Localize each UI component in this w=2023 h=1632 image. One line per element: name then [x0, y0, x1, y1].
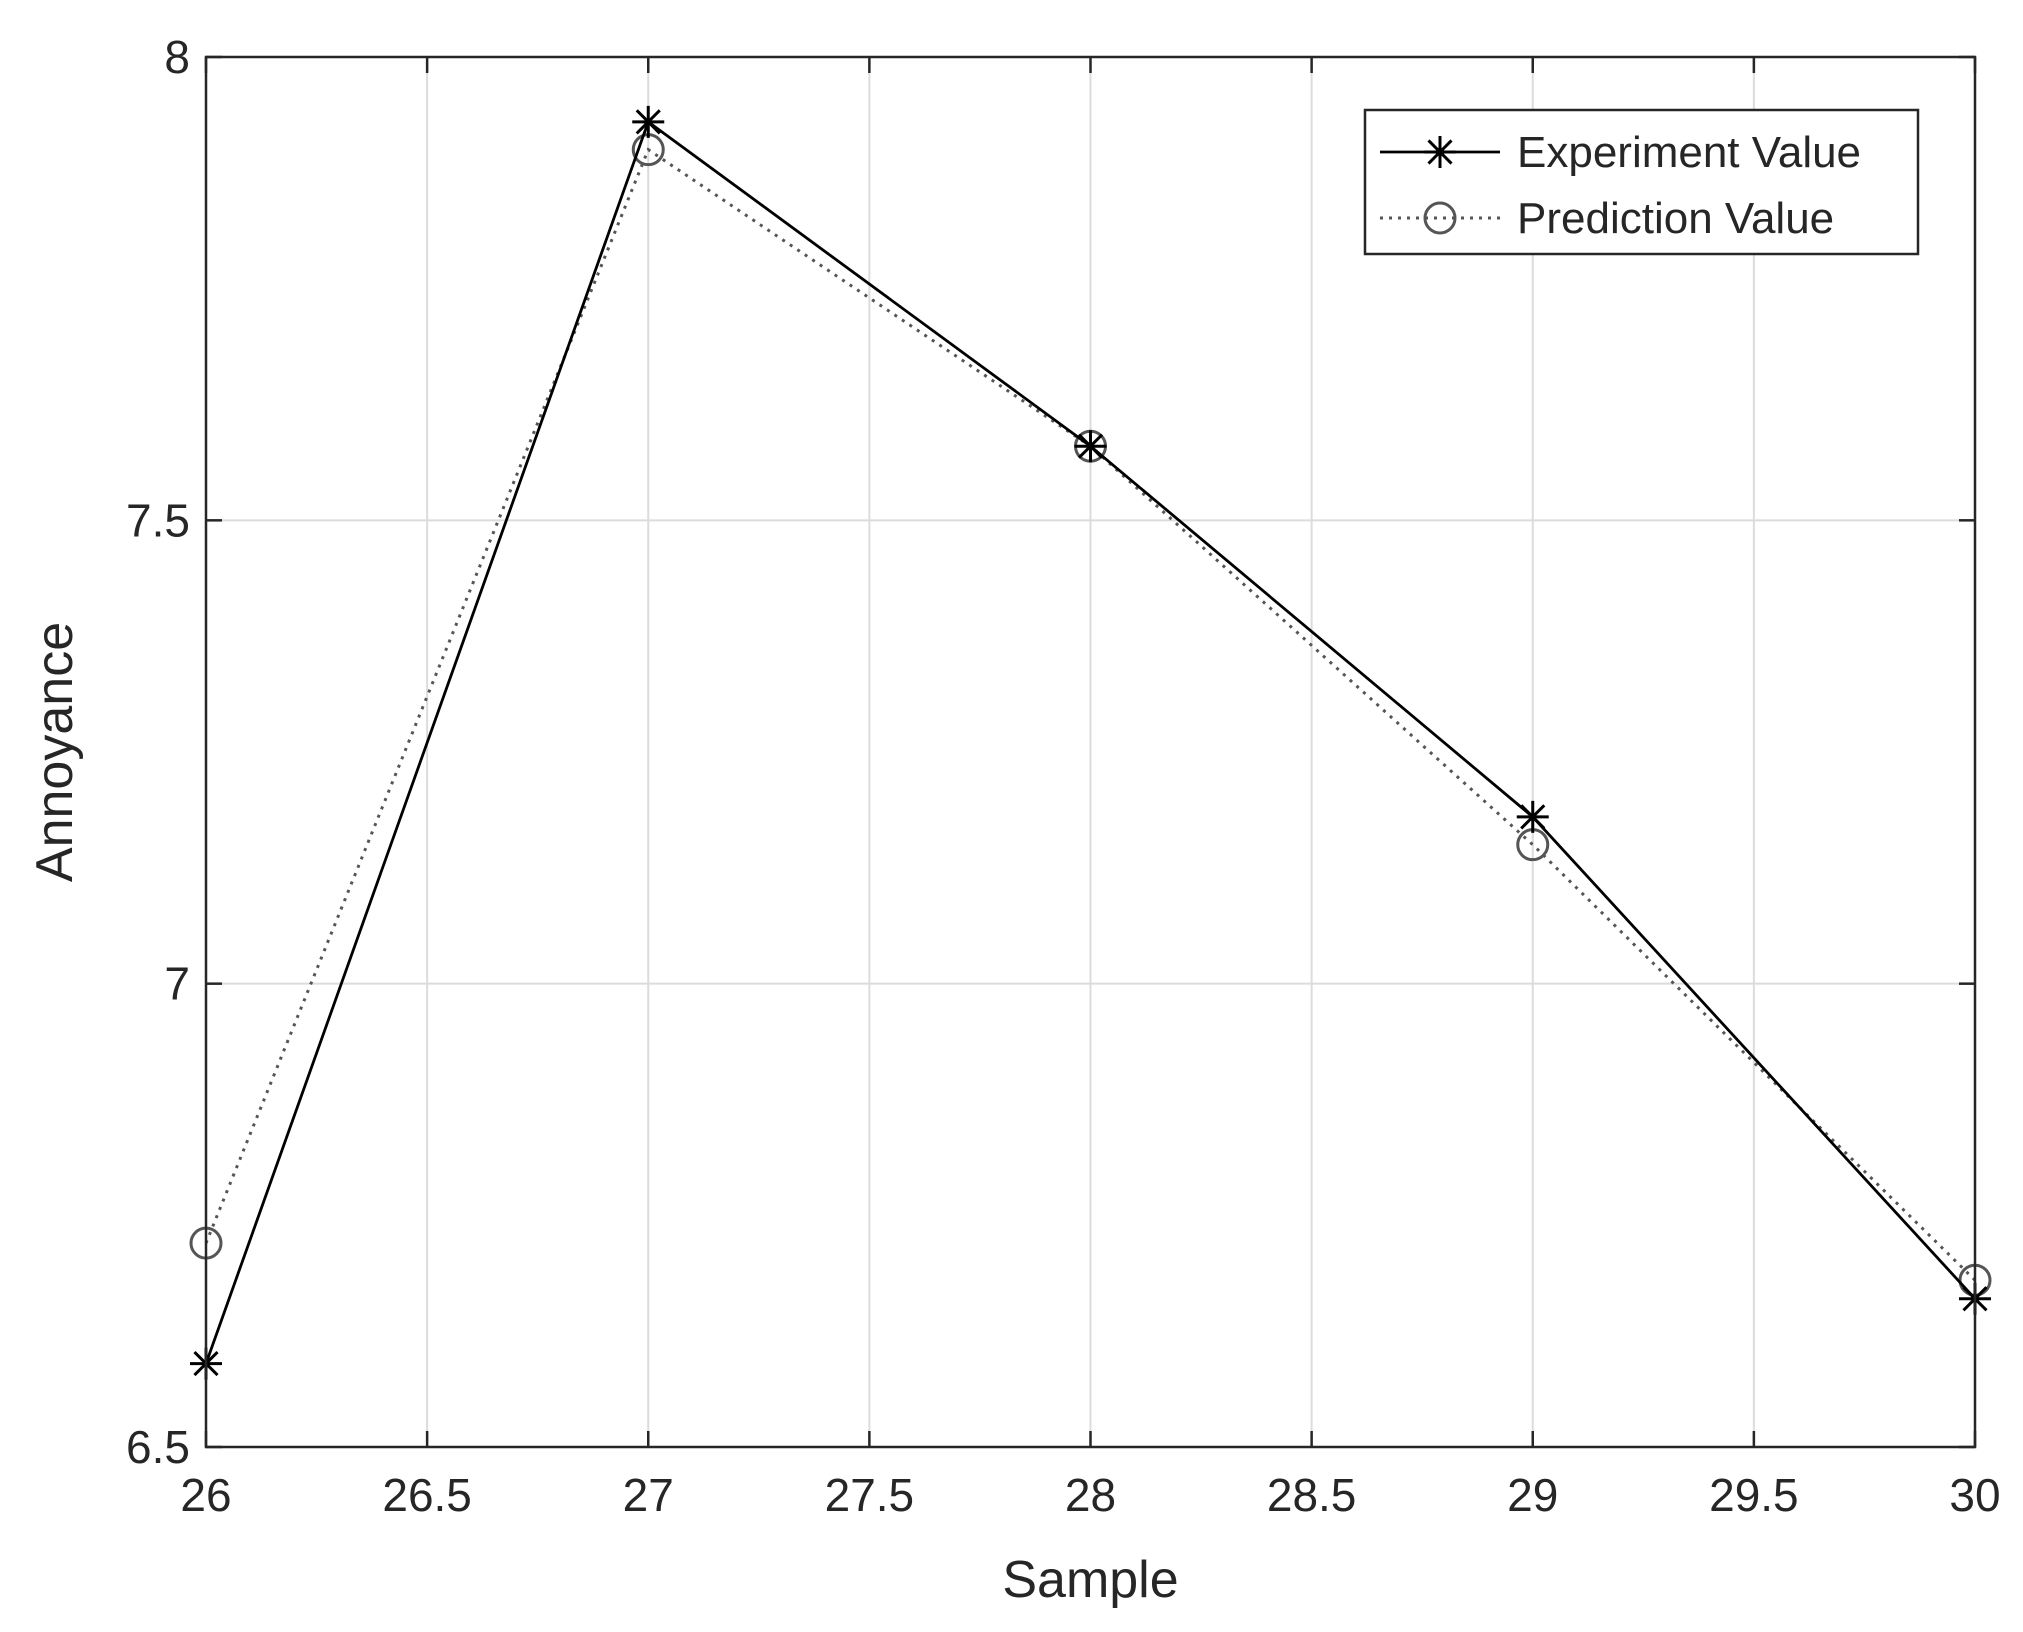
legend-item: Prediction Value: [1380, 194, 1834, 243]
legend-marker: [1424, 136, 1456, 168]
legend-label: Prediction Value: [1517, 194, 1834, 243]
legend-items: Experiment Value Prediction Value: [1380, 128, 1861, 243]
marker-stroke: [1427, 139, 1453, 165]
x-tick-label: 29.5: [1709, 1469, 1799, 1521]
axis-ticks: [204, 55, 1977, 1449]
marker-stroke: [635, 109, 661, 135]
x-tick-label: 27.5: [825, 1469, 915, 1521]
x-tick-labels: 26 26.5 27 27.5 28 28.5 29 29.5 30: [180, 1469, 2000, 1521]
series-layer: [189, 105, 1992, 1380]
legend: Experiment Value Prediction Value: [1363, 108, 1920, 256]
y-tick-label: 6.5: [126, 1421, 190, 1473]
y-tick-label: 7.5: [126, 494, 190, 546]
x-tick-label: 27: [623, 1469, 674, 1521]
x-tick-label: 26: [180, 1469, 231, 1521]
marker-stroke: [1520, 804, 1546, 830]
legend-marker: [1423, 201, 1457, 235]
x-tick-label: 28.5: [1267, 1469, 1357, 1521]
data-point: [632, 105, 665, 138]
x-axis-label: Sample: [1002, 1551, 1178, 1609]
data-point: [1074, 430, 1107, 463]
x-tick-label: 29: [1507, 1469, 1558, 1521]
marker-circle: [1423, 201, 1457, 235]
legend-item: Experiment Value: [1380, 128, 1861, 177]
legend-box: [1363, 108, 1920, 256]
x-tick-label: 26.5: [382, 1469, 472, 1521]
x-tick-label: 28: [1065, 1469, 1116, 1521]
y-tick-label: 8: [164, 31, 190, 83]
data-point: [1516, 800, 1549, 833]
y-tick-labels: 6.5 7 7.5 8: [126, 31, 190, 1473]
y-axis-label: Annoyance: [26, 622, 84, 882]
x-tick-label: 30: [1949, 1469, 2000, 1521]
marker-stroke: [1077, 433, 1104, 459]
y-tick-label: 7: [164, 958, 190, 1010]
legend-label: Experiment Value: [1517, 128, 1861, 177]
